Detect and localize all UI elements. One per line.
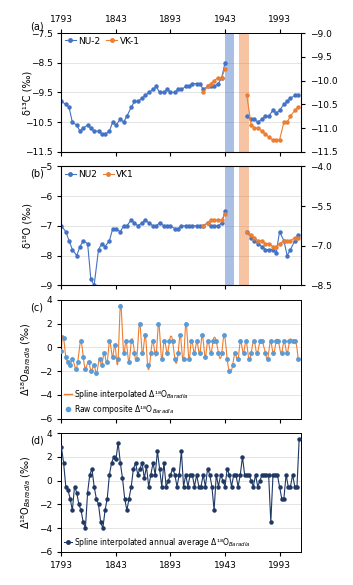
Legend: NU2, VK1: NU2, VK1 — [64, 169, 135, 180]
Legend: Spline interpolated annual average Δ¹⁸O$_{Baradla}$: Spline interpolated annual average Δ¹⁸O$… — [64, 535, 252, 550]
Text: (a): (a) — [30, 22, 44, 32]
Text: (d): (d) — [30, 435, 44, 446]
Text: (b): (b) — [30, 169, 44, 179]
Y-axis label: δ¹⁸O (‰): δ¹⁸O (‰) — [23, 204, 32, 248]
Legend: Spline interpolated Δ¹⁸O$_{Baradla}$, Raw composite Δ¹⁸O$_{Baradla}$: Spline interpolated Δ¹⁸O$_{Baradla}$, Ra… — [64, 387, 190, 417]
Bar — [225, 33, 234, 152]
Y-axis label: Δ¹⁸O$_{Baradla}$ (‰): Δ¹⁸O$_{Baradla}$ (‰) — [19, 456, 32, 529]
Bar — [239, 166, 249, 285]
Bar — [239, 33, 249, 152]
Y-axis label: Δ¹⁸O$_{Baradla}$ (‰): Δ¹⁸O$_{Baradla}$ (‰) — [19, 322, 32, 396]
Bar — [225, 166, 234, 285]
Text: (c): (c) — [30, 302, 43, 312]
Legend: NU-2, VK-1: NU-2, VK-1 — [64, 36, 140, 47]
Y-axis label: δ¹³C (‰): δ¹³C (‰) — [23, 70, 32, 115]
